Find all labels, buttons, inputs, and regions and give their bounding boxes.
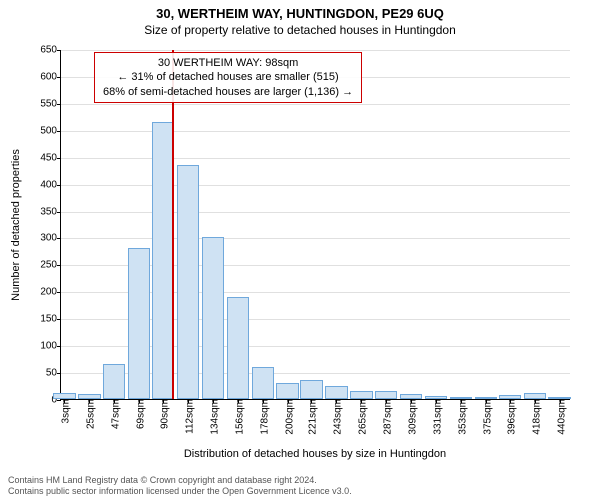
ytick-label: 450	[40, 152, 61, 163]
annotation-line2: ← 31% of detached houses are smaller (51…	[103, 70, 353, 84]
histogram-bar	[548, 397, 570, 399]
histogram-bar	[227, 297, 249, 399]
ytick-label: 600	[40, 71, 61, 82]
histogram-bar	[103, 364, 125, 399]
attribution-footer: Contains HM Land Registry data © Crown c…	[8, 475, 352, 496]
footer-line2: Contains public sector information licen…	[8, 486, 352, 496]
histogram-bar	[152, 122, 174, 399]
gridline	[61, 50, 570, 51]
xtick-label: 3sqm	[57, 399, 72, 423]
histogram-bar	[350, 391, 372, 399]
ytick-label: 350	[40, 206, 61, 217]
ytick-label: 150	[40, 314, 61, 325]
histogram-bar	[450, 397, 472, 399]
xtick-label: 243sqm	[329, 399, 344, 435]
xtick-label: 134sqm	[205, 399, 220, 435]
xtick-label: 353sqm	[454, 399, 469, 435]
page-title-address: 30, WERTHEIM WAY, HUNTINGDON, PE29 6UQ	[0, 0, 600, 21]
ytick-label: 650	[40, 45, 61, 56]
xtick-label: 156sqm	[230, 399, 245, 435]
histogram-bar	[53, 393, 75, 399]
xtick-label: 287sqm	[379, 399, 394, 435]
footer-line1: Contains HM Land Registry data © Crown c…	[8, 475, 352, 485]
gridline	[61, 131, 570, 132]
histogram-bar	[177, 165, 199, 399]
xtick-label: 200sqm	[280, 399, 295, 435]
annotation-line1: 30 WERTHEIM WAY: 98sqm	[103, 56, 353, 70]
x-axis-label: Distribution of detached houses by size …	[60, 448, 570, 460]
annotation-line3: 68% of semi-detached houses are larger (…	[103, 85, 353, 99]
xtick-label: 396sqm	[502, 399, 517, 435]
xtick-label: 25sqm	[82, 399, 97, 429]
histogram-bar	[128, 248, 150, 399]
histogram-bar	[252, 367, 274, 399]
xtick-label: 440sqm	[552, 399, 567, 435]
histogram-bar	[499, 395, 521, 399]
xtick-label: 375sqm	[479, 399, 494, 435]
ytick-label: 300	[40, 233, 61, 244]
xtick-label: 265sqm	[354, 399, 369, 435]
gridline	[61, 104, 570, 105]
gridline	[61, 158, 570, 159]
xtick-label: 221sqm	[304, 399, 319, 435]
xtick-label: 178sqm	[255, 399, 270, 435]
xtick-label: 69sqm	[132, 399, 147, 429]
annotation-callout: 30 WERTHEIM WAY: 98sqm ← 31% of detached…	[94, 52, 362, 103]
y-axis-label: Number of detached properties	[10, 149, 22, 301]
histogram-bar	[475, 397, 497, 399]
histogram-bar	[300, 380, 322, 399]
histogram-bar	[425, 396, 447, 399]
ytick-label: 50	[46, 368, 61, 379]
histogram-bar	[375, 391, 397, 399]
ytick-label: 250	[40, 260, 61, 271]
xtick-label: 309sqm	[404, 399, 419, 435]
ytick-label: 100	[40, 341, 61, 352]
ytick-label: 400	[40, 179, 61, 190]
xtick-label: 47sqm	[107, 399, 122, 429]
histogram-bar	[202, 237, 224, 399]
gridline	[61, 212, 570, 213]
ytick-label: 200	[40, 287, 61, 298]
xtick-label: 418sqm	[527, 399, 542, 435]
page-subtitle: Size of property relative to detached ho…	[0, 21, 600, 37]
histogram-bar	[524, 393, 546, 399]
gridline	[61, 185, 570, 186]
ytick-label: 550	[40, 98, 61, 109]
xtick-label: 90sqm	[156, 399, 171, 429]
xtick-label: 112sqm	[180, 399, 195, 434]
ytick-label: 500	[40, 125, 61, 136]
gridline	[61, 238, 570, 239]
histogram-bar	[400, 394, 422, 399]
histogram-bar	[325, 386, 347, 399]
histogram-bar	[276, 383, 298, 399]
histogram-bar	[78, 394, 100, 399]
xtick-label: 331sqm	[429, 399, 444, 435]
